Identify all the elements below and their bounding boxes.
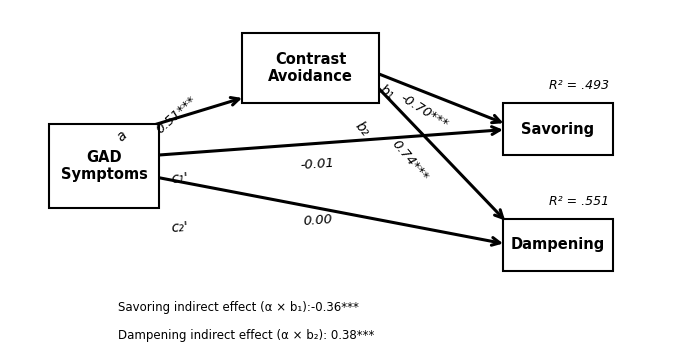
Text: b₂: b₂ [352,119,372,139]
Text: a: a [114,128,130,144]
Text: 0.74***: 0.74*** [389,138,431,184]
Text: 0.51***: 0.51*** [154,94,199,137]
Text: R² = .551: R² = .551 [549,195,609,208]
FancyBboxPatch shape [50,124,159,208]
Text: Dampening indirect effect (α × b₂): 0.38***: Dampening indirect effect (α × b₂): 0.38… [118,329,375,342]
Text: c₁': c₁' [171,170,189,186]
Text: R² = .493: R² = .493 [549,79,609,92]
Text: -0.01: -0.01 [300,157,335,172]
Text: b₁: b₁ [377,83,396,102]
Text: -0.70***: -0.70*** [397,92,451,132]
FancyBboxPatch shape [503,103,613,155]
Text: Savoring: Savoring [522,122,595,137]
Text: Savoring indirect effect (α × b₁):-0.36***: Savoring indirect effect (α × b₁):-0.36*… [118,301,359,314]
FancyBboxPatch shape [242,33,380,103]
Text: 0.00: 0.00 [302,213,333,228]
Text: GAD
Symptoms: GAD Symptoms [61,150,148,182]
Text: Contrast
Avoidance: Contrast Avoidance [268,52,353,84]
Text: c₂': c₂' [171,220,189,235]
Text: Dampening: Dampening [511,237,605,252]
FancyBboxPatch shape [503,219,613,271]
